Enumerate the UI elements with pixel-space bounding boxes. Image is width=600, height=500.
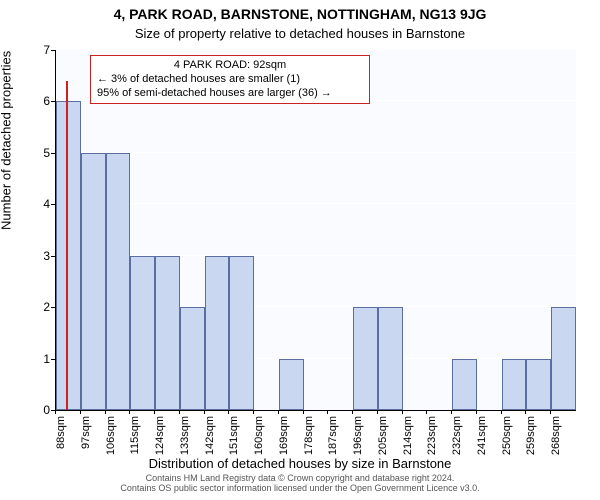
histogram-bar [180, 307, 205, 410]
x-tick-label: 142sqm [204, 416, 216, 455]
y-tick-label: 4 [10, 197, 50, 211]
x-tick-label: 160sqm [253, 416, 265, 455]
histogram-bar [205, 256, 230, 410]
x-tick-mark [426, 410, 427, 414]
chart-title: 4, PARK ROAD, BARNSTONE, NOTTINGHAM, NG1… [0, 6, 600, 22]
callout-line: ← 3% of detached houses are smaller (1) [97, 73, 363, 87]
y-tick-mark [51, 204, 55, 205]
y-tick-mark [51, 50, 55, 51]
x-tick-mark [55, 410, 56, 414]
x-tick-mark [105, 410, 106, 414]
x-tick-label: 259sqm [525, 416, 537, 455]
x-tick-label: 250sqm [501, 416, 513, 455]
x-tick-mark [501, 410, 502, 414]
histogram-chart: 4, PARK ROAD, BARNSTONE, NOTTINGHAM, NG1… [0, 0, 600, 500]
histogram-bar [502, 359, 527, 410]
x-tick-mark [278, 410, 279, 414]
x-tick-mark [402, 410, 403, 414]
x-tick-label: 178sqm [303, 416, 315, 455]
histogram-bar [229, 256, 254, 410]
y-tick-mark [51, 359, 55, 360]
y-tick-mark [51, 101, 55, 102]
gridline [56, 203, 576, 204]
histogram-bar [452, 359, 477, 410]
y-tick-label: 0 [10, 403, 50, 417]
x-tick-label: 268sqm [550, 416, 562, 455]
x-tick-mark [80, 410, 81, 414]
y-tick-mark [51, 153, 55, 154]
x-tick-mark [228, 410, 229, 414]
footer-line-2: Contains OS public sector information li… [0, 484, 600, 494]
x-tick-mark [179, 410, 180, 414]
x-tick-mark [377, 410, 378, 414]
x-tick-label: 187sqm [327, 416, 339, 455]
x-tick-mark [352, 410, 353, 414]
x-tick-label: 214sqm [402, 416, 414, 455]
x-tick-mark [525, 410, 526, 414]
gridline [56, 152, 576, 153]
property-callout: 4 PARK ROAD: 92sqm← 3% of detached house… [90, 55, 370, 104]
x-tick-label: 241sqm [476, 416, 488, 455]
x-tick-mark [303, 410, 304, 414]
x-tick-label: 151sqm [228, 416, 240, 455]
x-tick-label: 133sqm [179, 416, 191, 455]
y-tick-label: 6 [10, 94, 50, 108]
x-tick-label: 205sqm [377, 416, 389, 455]
x-tick-mark [476, 410, 477, 414]
x-tick-label: 232sqm [451, 416, 463, 455]
x-tick-mark [550, 410, 551, 414]
x-tick-label: 169sqm [278, 416, 290, 455]
x-tick-label: 88sqm [55, 416, 67, 449]
y-tick-label: 5 [10, 146, 50, 160]
y-tick-mark [51, 307, 55, 308]
x-tick-label: 115sqm [129, 416, 141, 454]
callout-line: 4 PARK ROAD: 92sqm [97, 59, 363, 73]
x-tick-label: 97sqm [80, 416, 92, 449]
y-tick-mark [51, 256, 55, 257]
chart-footer: Contains HM Land Registry data © Crown c… [0, 474, 600, 494]
x-tick-label: 124sqm [154, 416, 166, 455]
x-tick-mark [129, 410, 130, 414]
x-tick-mark [204, 410, 205, 414]
histogram-bar [56, 101, 81, 410]
chart-subtitle: Size of property relative to detached ho… [0, 26, 600, 41]
histogram-bar [378, 307, 403, 410]
callout-line: 95% of semi-detached houses are larger (… [97, 87, 363, 101]
histogram-bar [526, 359, 551, 410]
histogram-bar [155, 256, 180, 410]
property-marker-line [66, 81, 68, 410]
y-tick-label: 1 [10, 352, 50, 366]
y-tick-label: 3 [10, 249, 50, 263]
y-tick-label: 7 [10, 43, 50, 57]
histogram-bar [551, 307, 576, 410]
histogram-bar [353, 307, 378, 410]
gridline [56, 49, 576, 50]
x-tick-label: 106sqm [105, 416, 117, 455]
x-axis-label: Distribution of detached houses by size … [0, 456, 600, 471]
x-tick-mark [451, 410, 452, 414]
histogram-bar [81, 153, 106, 410]
x-tick-label: 223sqm [426, 416, 438, 455]
y-tick-label: 2 [10, 300, 50, 314]
x-tick-mark [154, 410, 155, 414]
x-tick-label: 196sqm [352, 416, 364, 455]
histogram-bar [279, 359, 304, 410]
histogram-bar [130, 256, 155, 410]
histogram-bar [106, 153, 131, 410]
x-tick-mark [253, 410, 254, 414]
x-tick-mark [327, 410, 328, 414]
